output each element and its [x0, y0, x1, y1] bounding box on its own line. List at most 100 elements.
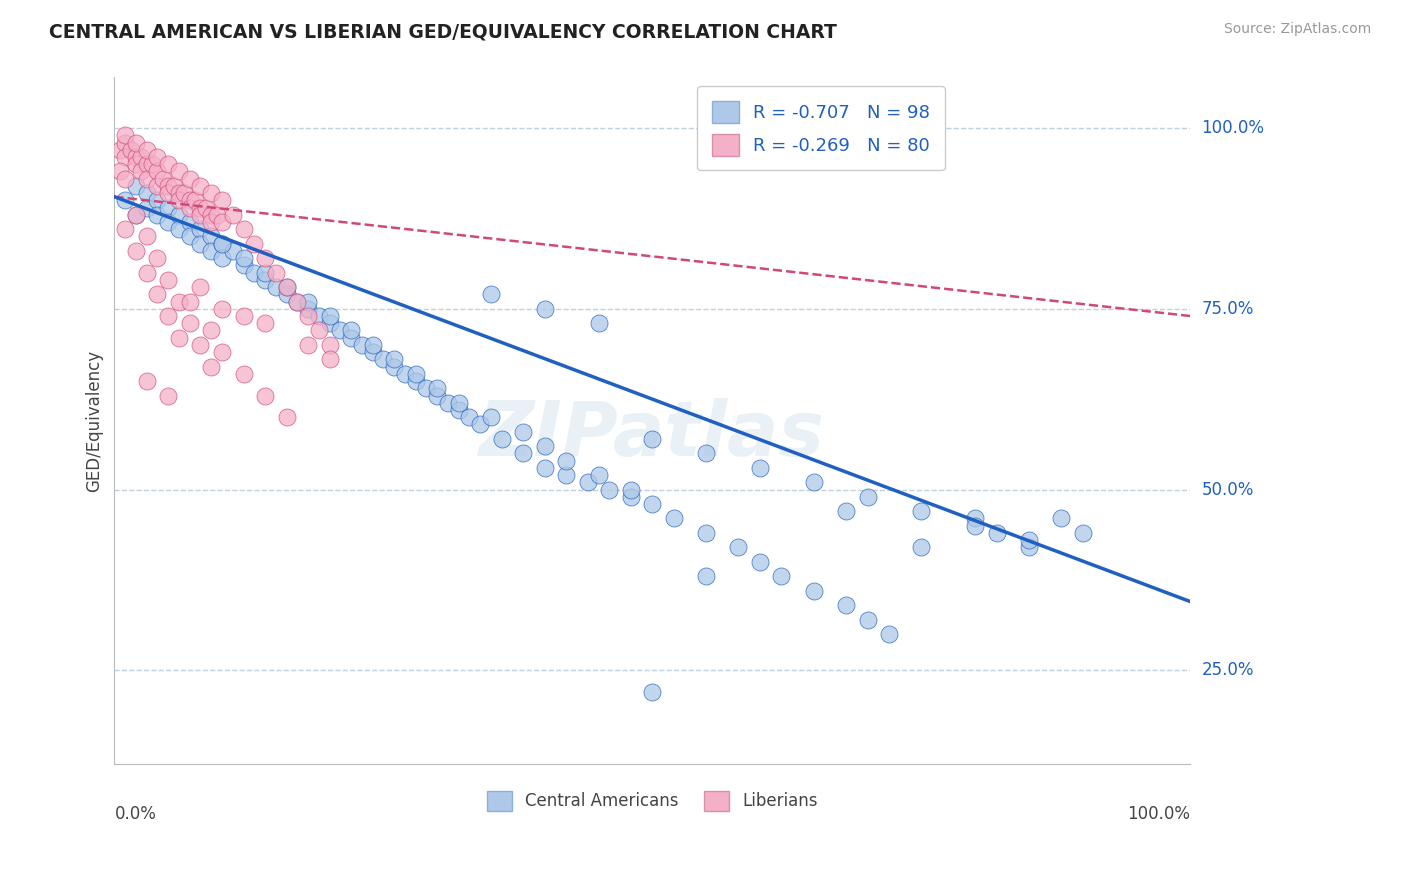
- Point: [146, 287, 169, 301]
- Point: [141, 157, 163, 171]
- Point: [276, 280, 298, 294]
- Point: [200, 323, 222, 337]
- Point: [179, 201, 201, 215]
- Text: 100.0%: 100.0%: [1202, 119, 1264, 137]
- Point: [157, 309, 180, 323]
- Point: [576, 475, 599, 490]
- Point: [232, 251, 254, 265]
- Text: CENTRAL AMERICAN VS LIBERIAN GED/EQUIVALENCY CORRELATION CHART: CENTRAL AMERICAN VS LIBERIAN GED/EQUIVAL…: [49, 22, 837, 41]
- Point: [243, 266, 266, 280]
- Text: Source: ZipAtlas.com: Source: ZipAtlas.com: [1223, 22, 1371, 37]
- Point: [211, 345, 233, 359]
- Point: [232, 309, 254, 323]
- Point: [308, 309, 330, 323]
- Point: [167, 331, 190, 345]
- Point: [167, 294, 190, 309]
- Point: [200, 186, 222, 200]
- Point: [533, 439, 555, 453]
- Point: [877, 627, 900, 641]
- Text: 0.0%: 0.0%: [114, 805, 156, 823]
- Point: [211, 301, 233, 316]
- Point: [965, 511, 987, 525]
- Point: [200, 244, 222, 258]
- Point: [620, 483, 643, 497]
- Point: [512, 425, 534, 439]
- Point: [555, 453, 578, 467]
- Point: [803, 583, 825, 598]
- Point: [194, 201, 217, 215]
- Point: [415, 381, 437, 395]
- Point: [695, 569, 717, 583]
- Point: [157, 186, 180, 200]
- Point: [1018, 533, 1040, 548]
- Point: [470, 417, 492, 432]
- Point: [533, 460, 555, 475]
- Point: [405, 367, 427, 381]
- Point: [856, 490, 879, 504]
- Point: [179, 294, 201, 309]
- Point: [727, 541, 749, 555]
- Point: [190, 338, 212, 352]
- Point: [200, 215, 222, 229]
- Point: [641, 497, 664, 511]
- Point: [695, 525, 717, 540]
- Point: [190, 201, 212, 215]
- Point: [125, 136, 148, 150]
- Point: [350, 338, 373, 352]
- Point: [125, 178, 148, 193]
- Text: 25.0%: 25.0%: [1202, 661, 1254, 680]
- Point: [157, 157, 180, 171]
- Point: [114, 222, 136, 236]
- Point: [135, 157, 157, 171]
- Point: [190, 222, 212, 236]
- Point: [318, 352, 340, 367]
- Point: [125, 208, 148, 222]
- Point: [426, 381, 449, 395]
- Point: [200, 208, 222, 222]
- Point: [318, 338, 340, 352]
- Point: [179, 229, 201, 244]
- Point: [125, 150, 148, 164]
- Point: [232, 222, 254, 236]
- Point: [135, 143, 157, 157]
- Point: [856, 613, 879, 627]
- Point: [620, 490, 643, 504]
- Point: [108, 164, 131, 178]
- Point: [108, 143, 131, 157]
- Point: [835, 598, 858, 612]
- Point: [447, 396, 470, 410]
- Point: [146, 178, 169, 193]
- Point: [146, 194, 169, 208]
- Point: [479, 410, 502, 425]
- Point: [329, 323, 352, 337]
- Point: [114, 171, 136, 186]
- Point: [447, 403, 470, 417]
- Point: [114, 194, 136, 208]
- Point: [264, 266, 287, 280]
- Point: [479, 287, 502, 301]
- Text: 100.0%: 100.0%: [1128, 805, 1191, 823]
- Point: [167, 222, 190, 236]
- Point: [297, 338, 319, 352]
- Point: [157, 201, 180, 215]
- Point: [1018, 541, 1040, 555]
- Point: [173, 186, 195, 200]
- Point: [641, 685, 664, 699]
- Point: [361, 338, 384, 352]
- Point: [243, 236, 266, 251]
- Point: [276, 410, 298, 425]
- Point: [662, 511, 685, 525]
- Point: [190, 236, 212, 251]
- Point: [125, 208, 148, 222]
- Point: [114, 150, 136, 164]
- Point: [297, 294, 319, 309]
- Point: [211, 194, 233, 208]
- Point: [276, 287, 298, 301]
- Point: [135, 229, 157, 244]
- Point: [910, 541, 932, 555]
- Point: [1071, 525, 1094, 540]
- Text: 75.0%: 75.0%: [1202, 300, 1254, 318]
- Point: [361, 345, 384, 359]
- Point: [114, 136, 136, 150]
- Point: [190, 280, 212, 294]
